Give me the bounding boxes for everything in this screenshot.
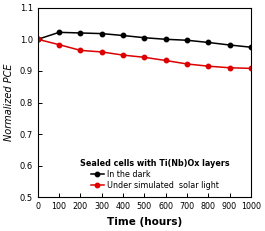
In the dark: [185, 39, 188, 42]
Line: In the dark: In the dark: [36, 30, 253, 49]
Under simulated  solar light: [249, 67, 253, 70]
In the dark: [143, 36, 146, 39]
In the dark: [79, 32, 82, 34]
In the dark: [36, 38, 39, 41]
Under simulated  solar light: [58, 43, 61, 46]
In the dark: [58, 31, 61, 34]
In the dark: [228, 44, 231, 46]
Under simulated  solar light: [185, 63, 188, 65]
In the dark: [100, 32, 103, 35]
Under simulated  solar light: [121, 54, 125, 57]
In the dark: [249, 46, 253, 49]
In the dark: [164, 38, 167, 41]
Under simulated  solar light: [100, 51, 103, 53]
Under simulated  solar light: [164, 59, 167, 62]
In the dark: [121, 34, 125, 37]
Legend: In the dark, Under simulated  solar light: In the dark, Under simulated solar light: [80, 158, 230, 190]
Line: Under simulated  solar light: Under simulated solar light: [36, 37, 253, 71]
Y-axis label: Normalized PCE: Normalized PCE: [4, 64, 14, 141]
X-axis label: Time (hours): Time (hours): [107, 217, 182, 227]
Under simulated  solar light: [79, 49, 82, 52]
Under simulated  solar light: [143, 56, 146, 59]
Under simulated  solar light: [228, 66, 231, 69]
Under simulated  solar light: [36, 38, 39, 41]
In the dark: [207, 41, 210, 44]
Under simulated  solar light: [207, 65, 210, 67]
